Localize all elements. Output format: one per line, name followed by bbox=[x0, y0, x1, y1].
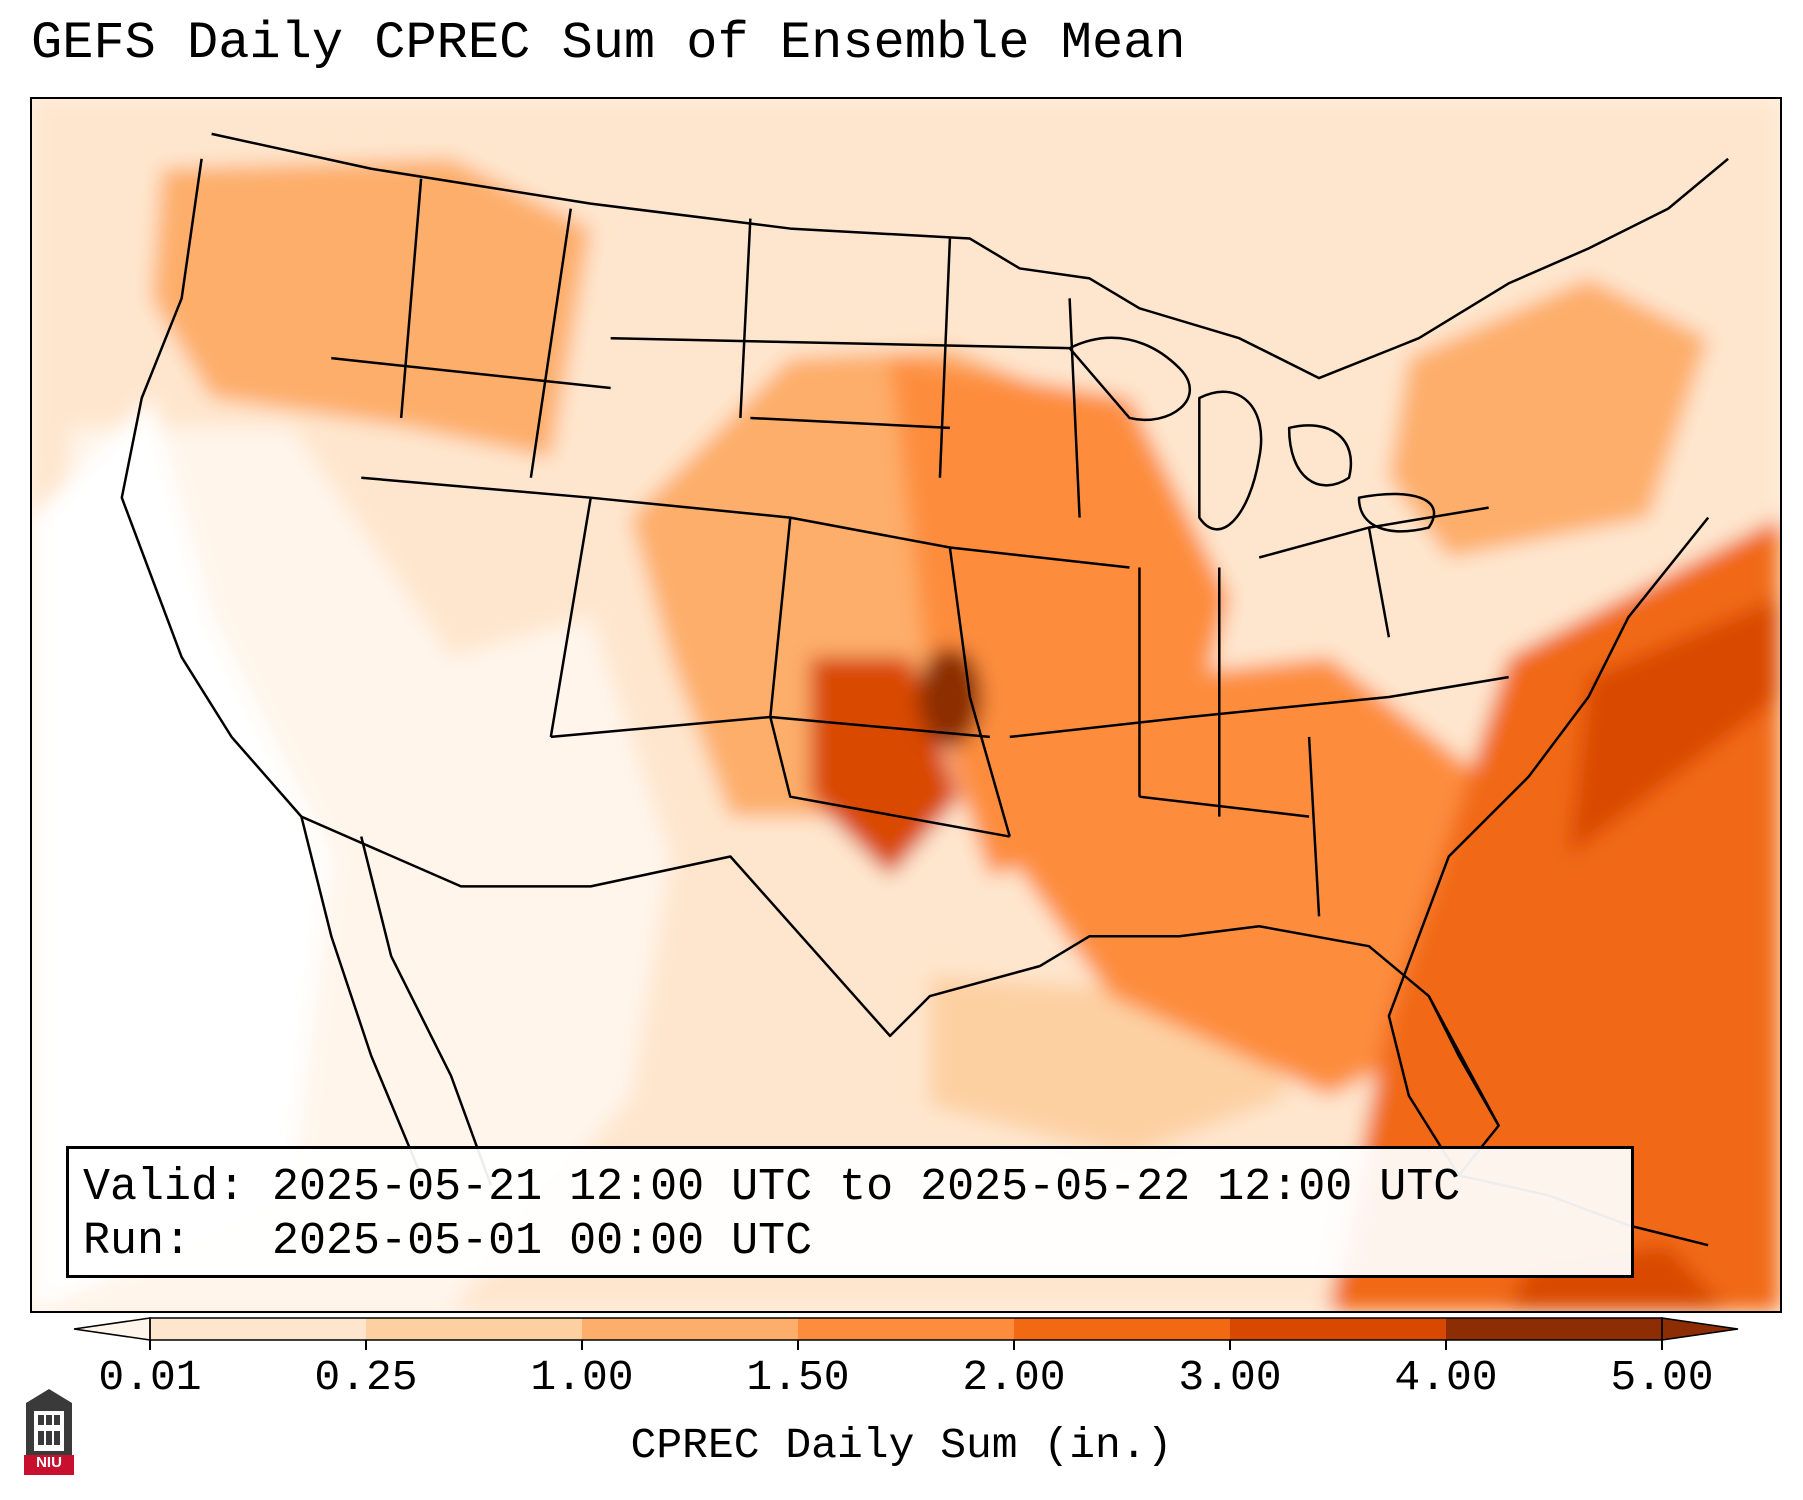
us-mexico-border bbox=[300, 815, 1041, 1038]
run-value: 2025-05-01 00:00 UTC bbox=[272, 1216, 813, 1267]
colorbar-tick-label: 2.00 bbox=[962, 1353, 1066, 1402]
valid-label: Valid: bbox=[83, 1162, 246, 1213]
colorbar-segments bbox=[150, 1318, 1663, 1340]
colorbar-tick-label: 5.00 bbox=[1610, 1353, 1714, 1402]
baja-peninsula bbox=[300, 816, 493, 1186]
precip-shading bbox=[32, 99, 1780, 1311]
colorbar-tick-label: 3.00 bbox=[1178, 1353, 1282, 1402]
colorbar-tick-label: 0.01 bbox=[98, 1353, 202, 1402]
colorbar-extend-right bbox=[1661, 1317, 1739, 1341]
colorbar-tick-label: 0.25 bbox=[314, 1353, 418, 1402]
great-lakes bbox=[1068, 336, 1436, 533]
precipitation-map bbox=[30, 97, 1782, 1313]
colorbar-segment bbox=[366, 1318, 583, 1340]
colorbar-tick-label: 1.00 bbox=[530, 1353, 634, 1402]
colorbar-segment bbox=[798, 1318, 1015, 1340]
colorbar bbox=[73, 1317, 1739, 1350]
state-lines-southeast bbox=[1009, 506, 1509, 917]
state-lines-central bbox=[361, 476, 1130, 838]
florida bbox=[1427, 995, 1500, 1127]
colorbar-extend-left bbox=[73, 1317, 151, 1341]
map-title: GEFS Daily CPREC Sum of Ensemble Mean bbox=[31, 14, 1186, 73]
boundaries bbox=[120, 132, 1729, 1247]
colorbar-tick-label: 1.50 bbox=[746, 1353, 850, 1402]
run-label: Run: bbox=[83, 1216, 192, 1267]
atlantic-max bbox=[1568, 597, 1780, 857]
colorbar-ticks bbox=[149, 1340, 1663, 1350]
state-lines-north bbox=[331, 178, 1081, 518]
map-canvas bbox=[32, 99, 1780, 1311]
colorbar-label: CPREC Daily Sum (in.) bbox=[630, 1421, 1173, 1470]
colorbar-segment bbox=[1230, 1318, 1447, 1340]
west-coast bbox=[120, 158, 303, 818]
colorbar-segment bbox=[150, 1318, 367, 1340]
us-canada-border bbox=[211, 132, 1729, 380]
colorbar-segment bbox=[1446, 1318, 1663, 1340]
niu-logo-text: NIU bbox=[36, 1454, 62, 1471]
colorbar-tick-label: 4.00 bbox=[1394, 1353, 1498, 1402]
northeast-band bbox=[1388, 278, 1709, 558]
ocean-west bbox=[32, 398, 332, 1311]
canada-east-light bbox=[1289, 99, 1780, 359]
colorbar-segment bbox=[582, 1318, 799, 1340]
niu-building-icon bbox=[24, 1389, 74, 1475]
colorbar-outline bbox=[149, 1317, 1663, 1341]
northwest-band bbox=[151, 158, 591, 458]
southeast-band bbox=[989, 657, 1529, 1096]
colorbar-segment bbox=[1014, 1318, 1231, 1340]
validity-info-box: Valid: 2025-05-21 12:00 UTC to 2025-05-2… bbox=[66, 1146, 1634, 1278]
valid-value: 2025-05-21 12:00 UTC to 2025-05-22 12:00… bbox=[272, 1162, 1461, 1213]
